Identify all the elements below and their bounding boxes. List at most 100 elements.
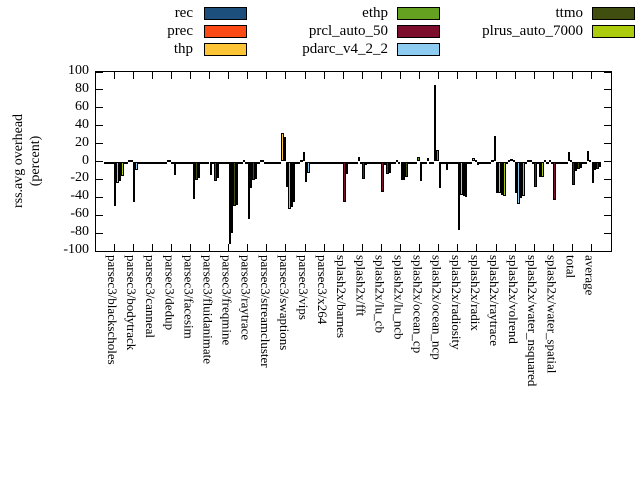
x-tick-mark-top bbox=[132, 72, 134, 79]
bar-prcl_auto_50 bbox=[343, 161, 346, 202]
x-category-label: parsec3/dedup bbox=[162, 255, 178, 331]
x-tick-mark-bottom bbox=[266, 244, 268, 251]
x-tick-mark-top bbox=[285, 72, 287, 79]
bar-ttmo bbox=[443, 161, 446, 165]
y-tick-mark-left bbox=[96, 196, 103, 198]
bar-thp bbox=[414, 161, 418, 164]
x-tick-mark-top bbox=[533, 72, 535, 79]
bar-ttmo bbox=[176, 161, 179, 164]
bar-ethp bbox=[149, 161, 153, 164]
y-tick-mark-right bbox=[604, 232, 611, 234]
y-tick-mark-right bbox=[604, 250, 611, 252]
x-tick-mark-bottom bbox=[209, 244, 210, 251]
bar-ethp bbox=[283, 137, 286, 162]
bar-ethp bbox=[379, 161, 382, 164]
x-category-label: splash2x/radix bbox=[467, 255, 483, 331]
bar-prec bbox=[374, 161, 377, 164]
legend-swatch-plrus_auto_7000 bbox=[592, 25, 635, 38]
bar-prec bbox=[450, 161, 453, 164]
bar-rec bbox=[295, 161, 298, 164]
bar-ethp bbox=[188, 161, 191, 164]
bar-prec bbox=[183, 161, 186, 164]
legend-label-prec: prec bbox=[167, 23, 193, 39]
x-tick-mark-top bbox=[209, 72, 210, 79]
bar-ttmo bbox=[462, 161, 465, 197]
bar-pdarc_v4_2_2 bbox=[250, 161, 253, 189]
bar-prcl_auto_50 bbox=[381, 161, 384, 192]
bar-ttmo bbox=[233, 161, 236, 207]
x-tick-mark-bottom bbox=[476, 244, 478, 251]
y-tick-label: -40 bbox=[70, 188, 89, 204]
legend-label-prcl_auto_50: prcl_auto_50 bbox=[308, 23, 388, 39]
bar-ethp bbox=[111, 161, 114, 164]
x-tick-mark-top bbox=[419, 72, 421, 79]
bar-ethp bbox=[302, 151, 305, 162]
bar-ttmo bbox=[538, 161, 542, 177]
x-tick-mark-top bbox=[457, 72, 459, 79]
bar-ttmo bbox=[252, 161, 255, 181]
x-category-label: splash2x/barnes bbox=[334, 255, 350, 339]
bar-ttmo bbox=[596, 161, 599, 169]
bar-rec bbox=[257, 161, 260, 164]
x-category-label: splash2x/volrend bbox=[506, 255, 522, 344]
bar-ethp bbox=[589, 159, 592, 162]
bar-ethp bbox=[417, 157, 420, 162]
x-tick-mark-bottom bbox=[438, 244, 440, 251]
y-tick-mark-right bbox=[604, 89, 611, 91]
bar-prec bbox=[412, 161, 415, 164]
bar-ethp bbox=[168, 160, 172, 163]
bar-pdarc_v4_2_2 bbox=[479, 161, 482, 164]
bar-plrus_auto_7000 bbox=[560, 161, 563, 164]
bar-pdarc_v4_2_2 bbox=[555, 161, 559, 164]
x-category-label: parsec3/streamcluster bbox=[257, 255, 273, 368]
bar-prec bbox=[145, 161, 148, 164]
bar-ethp bbox=[398, 161, 401, 164]
bar-thp bbox=[185, 161, 188, 164]
bar-ttmo bbox=[481, 161, 485, 164]
bar-thp bbox=[242, 159, 246, 162]
bar-prec bbox=[125, 161, 129, 164]
y-tick-mark-right bbox=[604, 143, 611, 145]
x-category-label: parsec3/swaptions bbox=[276, 255, 292, 351]
bar-plrus_auto_7000 bbox=[522, 161, 525, 197]
bar-ttmo bbox=[367, 161, 370, 164]
bar-plrus_auto_7000 bbox=[350, 161, 353, 165]
x-tick-mark-bottom bbox=[304, 244, 306, 251]
x-tick-mark-bottom bbox=[457, 244, 459, 251]
x-tick-mark-top bbox=[495, 72, 497, 79]
bar-prcl_auto_50 bbox=[515, 161, 518, 193]
bar-pdarc_v4_2_2 bbox=[402, 161, 406, 181]
bar-plrus_auto_7000 bbox=[235, 161, 239, 206]
bar-prcl_auto_50 bbox=[457, 161, 461, 230]
bar-prcl_auto_50 bbox=[133, 161, 136, 202]
y-tick-mark-right bbox=[604, 178, 611, 180]
y-tick-label: -60 bbox=[70, 206, 89, 222]
bar-prcl_auto_50 bbox=[285, 161, 289, 187]
bar-pdarc_v4_2_2 bbox=[383, 161, 387, 166]
bar-pdarc_v4_2_2 bbox=[326, 161, 329, 165]
bar-ttmo bbox=[577, 161, 580, 169]
bar-pdarc_v4_2_2 bbox=[441, 161, 444, 165]
bar-ttmo bbox=[424, 161, 427, 164]
y-tick-label: 0 bbox=[82, 152, 89, 168]
bar-plrus_auto_7000 bbox=[254, 161, 258, 179]
x-tick-mark-top bbox=[170, 72, 172, 79]
x-category-label: parsec3/fluidanimate bbox=[200, 255, 216, 365]
bar-thp bbox=[395, 160, 399, 163]
x-tick-mark-bottom bbox=[380, 244, 382, 251]
legend-label-thp: thp bbox=[173, 41, 193, 57]
bar-rec bbox=[429, 161, 432, 164]
bar-prcl_auto_50 bbox=[438, 161, 442, 189]
bar-prec bbox=[164, 161, 167, 164]
x-category-label: splash2x/ocean_ncp bbox=[429, 255, 445, 360]
bar-ethp bbox=[226, 161, 229, 164]
bar-prcl_auto_50 bbox=[305, 161, 308, 183]
bar-thp bbox=[319, 161, 322, 164]
y-tick-label: 100 bbox=[68, 63, 89, 78]
y-tick-mark-left bbox=[96, 89, 103, 91]
y-tick-label: 20 bbox=[75, 134, 89, 150]
bar-ttmo bbox=[309, 161, 313, 165]
bar-pdarc_v4_2_2 bbox=[173, 161, 177, 175]
bar-rec bbox=[123, 161, 126, 164]
bar-prcl_auto_50 bbox=[190, 161, 193, 164]
